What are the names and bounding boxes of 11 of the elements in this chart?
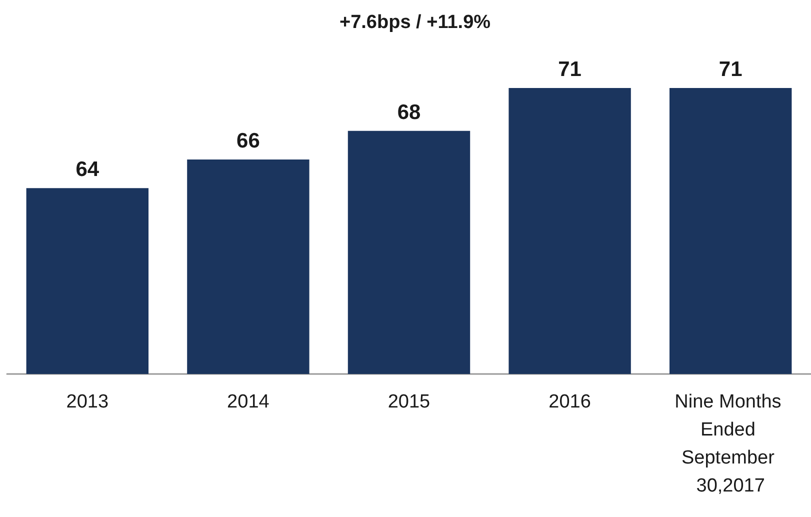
data-label: 64 <box>76 158 100 182</box>
x-tick-label: 2016 <box>548 392 591 412</box>
data-label: 71 <box>558 58 582 81</box>
x-tick-label: 2014 <box>227 392 270 412</box>
data-label: 68 <box>397 100 421 124</box>
x-tick-label: 2013 <box>66 392 109 412</box>
data-label: 66 <box>236 130 260 152</box>
data-label: 71 <box>718 58 743 81</box>
x-tick-label: Nine Months Ended September 30,2017 <box>674 392 787 496</box>
chart-title: +7.6bps / +11.9% <box>339 12 491 33</box>
x-tick-label: 2015 <box>388 392 430 412</box>
